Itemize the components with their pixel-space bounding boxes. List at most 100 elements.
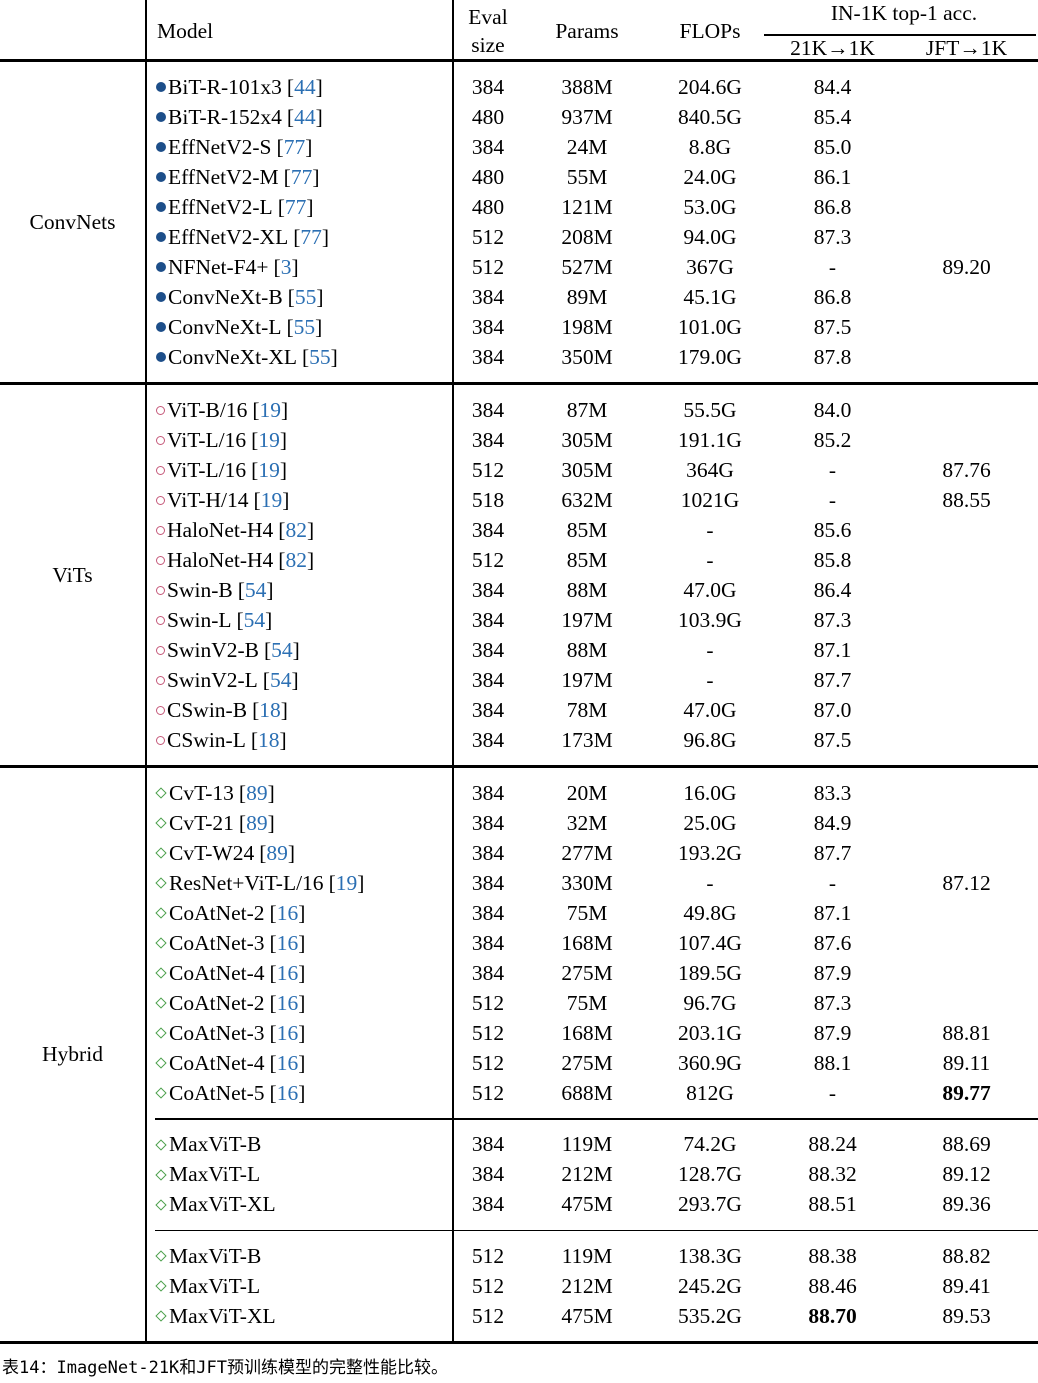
table-row: CvT-W24[89] 384 277M 193.2G 87.7 [145, 838, 1038, 868]
eval-size-cell: 384 [471, 607, 505, 632]
cite-open-bracket: [ [277, 194, 285, 219]
citation-link[interactable]: 16 [276, 900, 299, 925]
citation-link[interactable]: 18 [259, 697, 281, 722]
eval-size-cell: 512 [471, 457, 505, 482]
flops-cell: - [706, 637, 714, 662]
cite-open-bracket: [ [251, 427, 259, 452]
params-cell: 32M [566, 810, 608, 835]
table-row: Swin-B[54] 384 88M 47.0G 86.4 [145, 575, 1038, 605]
eval-size-cell: 384 [471, 637, 505, 662]
citation-link[interactable]: 55 [293, 314, 316, 339]
group-rows: BiT-R-101x3[44] 384 388M 204.6G 84.4 BiT-R-15… [145, 62, 1038, 382]
citation-link[interactable]: 18 [258, 727, 280, 752]
convnet-marker-icon [156, 322, 166, 332]
acc-21k-cell: 86.1 [813, 164, 852, 189]
table-row: ConvNeXt-L[55] 384 198M 101.0G 87.5 [145, 312, 1038, 342]
citation-link[interactable]: 54 [243, 607, 266, 632]
acc-21k-cell: 87.6 [813, 930, 852, 955]
cite-open-bracket: [ [236, 607, 244, 632]
acc-jft-cell: 87.12 [942, 870, 991, 895]
citation-link[interactable]: 19 [258, 457, 280, 482]
table-row: CoAtNet-5[16] 512 688M 812G - 89.77 [145, 1078, 1038, 1108]
citation-link[interactable]: 77 [290, 164, 313, 189]
citation-link[interactable]: 77 [283, 134, 306, 159]
citation-link[interactable]: 16 [276, 930, 299, 955]
citation-link[interactable]: 89 [246, 780, 268, 805]
flops-cell: 193.2G [678, 840, 742, 865]
params-cell: 198M [561, 314, 613, 339]
citation-link[interactable]: 89 [246, 810, 268, 835]
citation-link[interactable]: 16 [276, 1050, 299, 1075]
citation-link[interactable]: 19 [259, 397, 282, 422]
eval-size-cell: 384 [471, 840, 505, 865]
cite-open-bracket: [ [301, 344, 310, 369]
table-row: ViT-L/16[19] 512 305M 364G - 87.76 [145, 455, 1038, 485]
cite-open-bracket: [ [262, 667, 270, 692]
cite-open-bracket: [ [293, 224, 301, 249]
params-cell: 75M [566, 900, 608, 925]
model-name: MaxViT-B [169, 1132, 262, 1156]
cite-close-bracket: ] [281, 397, 289, 422]
cite-close-bracket: ] [282, 487, 290, 512]
hybrid-marker-icon [155, 907, 167, 919]
model-cell: BiT-R-152x4[44] [145, 105, 452, 130]
params-cell: 119M [561, 1132, 613, 1156]
header-flops: FLOPs [679, 18, 741, 43]
citation-link[interactable]: 19 [258, 427, 280, 452]
eval-size-cell: 518 [471, 487, 505, 512]
acc-21k-cell: 87.7 [813, 667, 852, 692]
acc-jft-cell: 89.77 [942, 1080, 991, 1105]
citation-link[interactable]: 19 [335, 870, 358, 895]
citation-link[interactable]: 44 [294, 74, 316, 99]
citation-link[interactable]: 54 [244, 577, 267, 602]
cite-close-bracket: ] [330, 344, 338, 369]
hybrid-marker-icon [155, 1310, 167, 1322]
acc-21k-cell: 85.4 [813, 104, 852, 129]
vit-marker-icon [156, 525, 165, 535]
flops-cell: 45.1G [683, 284, 737, 309]
cite-open-bracket: [ [269, 930, 277, 955]
citation-link[interactable]: 77 [284, 194, 307, 219]
flops-cell: 138.3G [678, 1243, 742, 1268]
convnet-marker-icon [156, 292, 166, 302]
acc-21k-cell: - [828, 1080, 837, 1105]
citation-link[interactable]: 19 [260, 487, 283, 512]
citation-link[interactable]: 82 [285, 517, 307, 542]
citation-link[interactable]: 16 [276, 990, 299, 1015]
model-name: CvT-13 [169, 780, 234, 805]
params-cell: 85M [566, 547, 608, 572]
citation-link[interactable]: 55 [294, 284, 317, 309]
model-name: ViT-L/16 [167, 457, 247, 482]
vit-marker-icon [156, 675, 165, 685]
citation-link[interactable]: 16 [276, 960, 299, 985]
table-row: EffNetV2-L[77] 480 121M 53.0G 86.8 [145, 192, 1038, 222]
citation-link[interactable]: 89 [266, 840, 288, 865]
citation-link[interactable]: 54 [269, 667, 292, 692]
model-cell: HaloNet-H4[82] [145, 548, 452, 573]
model-cell: ViT-L/16[19] [145, 458, 452, 483]
model-cell: EffNetV2-M[77] [145, 165, 452, 190]
cite-close-bracket: ] [305, 134, 313, 159]
table-row: EffNetV2-XL[77] 512 208M 94.0G 87.3 [145, 222, 1038, 252]
flops-cell: 179.0G [678, 344, 742, 369]
cite-open-bracket: [ [259, 840, 267, 865]
model-name: ViT-L/16 [167, 427, 247, 452]
flops-cell: 47.0G [683, 577, 737, 602]
citation-link[interactable]: 77 [300, 224, 322, 249]
cite-close-bracket: ] [298, 990, 306, 1015]
cite-close-bracket: ] [306, 517, 315, 542]
citation-link[interactable]: 55 [309, 344, 331, 369]
citation-link[interactable]: 16 [276, 1020, 299, 1045]
table-row: MaxViT-XL 384 475M 293.7G 88.51 89.36 [145, 1190, 1038, 1220]
citation-link[interactable]: 16 [276, 1080, 299, 1105]
cite-close-bracket: ] [298, 900, 306, 925]
flops-cell: - [706, 517, 714, 542]
citation-link[interactable]: 3 [280, 254, 292, 279]
citation-link[interactable]: 54 [271, 637, 293, 662]
model-name: MaxViT-XL [169, 1192, 276, 1216]
citation-link[interactable]: 82 [285, 547, 307, 572]
eval-size-cell: 480 [471, 104, 505, 129]
cite-open-bracket: [ [252, 697, 260, 722]
cite-close-bracket: ] [267, 780, 275, 805]
citation-link[interactable]: 44 [294, 104, 316, 129]
